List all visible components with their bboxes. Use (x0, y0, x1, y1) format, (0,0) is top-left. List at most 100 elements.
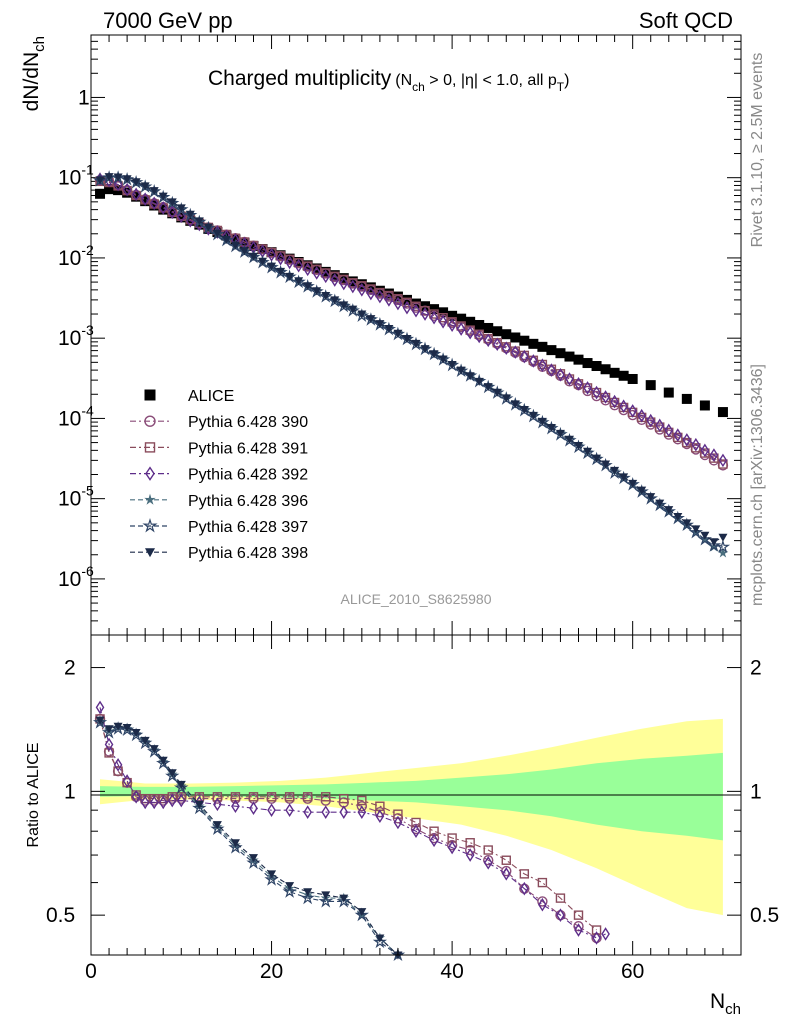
ratio-point (429, 833, 439, 848)
ratio-point (591, 925, 602, 935)
ratio-point (592, 931, 601, 945)
ratio-point (374, 806, 386, 818)
ratio-point (574, 923, 583, 937)
ratio-point (573, 920, 584, 932)
data-point (637, 408, 647, 423)
data-point (420, 305, 430, 316)
ratio-point (149, 745, 159, 754)
ratio-y-tick-label-right: 0.5 (750, 904, 779, 927)
ratio-point (158, 793, 168, 804)
series-6 (95, 173, 728, 547)
ratio-point (464, 844, 476, 856)
ratio-point (601, 927, 610, 941)
data-point (312, 287, 322, 296)
ratio-point (336, 893, 351, 908)
ratio-y-tick-label: 2 (64, 657, 76, 680)
x-axis-label: Nch (710, 990, 741, 1018)
ratio-point (303, 888, 313, 897)
ratio-point (149, 795, 159, 810)
legend-label: Pythia 6.428 390 (188, 414, 308, 431)
ratio-point (357, 805, 367, 819)
data-point (465, 325, 475, 340)
data-point (715, 539, 731, 554)
legend-label: ALICE (188, 388, 234, 405)
data-point (610, 466, 620, 475)
y-tick-label: 10-4 (58, 402, 94, 430)
data-point (538, 358, 547, 373)
ratio-point (573, 910, 584, 920)
ratio-point (375, 809, 385, 824)
data-point (637, 486, 647, 495)
ratio-point (393, 815, 403, 830)
x-tick-label: 20 (260, 960, 283, 983)
ratio-point (113, 766, 123, 776)
data-point (104, 173, 114, 182)
ratio-point (267, 870, 277, 879)
data-point (330, 273, 340, 287)
ratio-point (122, 723, 132, 732)
data-point (709, 448, 719, 462)
ratio-point (249, 854, 258, 863)
data-point (167, 198, 177, 207)
ratio-point (483, 856, 493, 870)
data-point (574, 377, 583, 391)
data-point (474, 377, 484, 386)
data-point (176, 204, 186, 213)
legend-label: Pythia 6.428 392 (188, 467, 308, 484)
data-point (688, 524, 704, 539)
ratio-point (321, 792, 331, 802)
data-point (411, 301, 421, 311)
data-point (609, 367, 620, 378)
legend-entry: Pythia 6.428 390 (130, 414, 308, 431)
main-title: Charged multiplicity (Nch > 0, |η| < 1.0,… (208, 67, 569, 94)
data-point (122, 182, 132, 197)
data-point (311, 264, 322, 275)
ratio-series-3 (94, 715, 404, 960)
ratio-point (447, 840, 457, 855)
mcplots-label: mcplots.cern.ch [arXiv:1306.3436] (749, 364, 766, 606)
data-point (718, 459, 728, 469)
data-point (546, 424, 556, 433)
data-point (176, 212, 187, 223)
data-point (547, 363, 556, 377)
y-tick-label: 10-3 (58, 322, 94, 350)
data-point (465, 372, 475, 381)
data-point (591, 361, 602, 372)
legend-entry: Pythia 6.428 398 (130, 545, 308, 562)
ratio-uncertainty-bands (100, 718, 723, 916)
data-point (330, 296, 340, 305)
ratio-point (104, 737, 114, 752)
data-point (393, 329, 403, 338)
data-point (610, 394, 619, 409)
ratio-point (537, 877, 548, 888)
ratio-line (99, 707, 606, 939)
ratio-point (131, 789, 141, 804)
data-point (483, 322, 494, 333)
ratio-point (113, 722, 123, 731)
ratio-point (284, 792, 295, 802)
main-panel: 10-6 10-5 10-4 10-3 10-2 10-1 1 Charged multip… (20, 34, 742, 636)
ratio-line (99, 722, 399, 956)
ratio-point (556, 908, 565, 922)
x-tick-label: 0 (85, 960, 97, 983)
data-point (706, 538, 722, 552)
data-point (375, 320, 385, 329)
ratio-point (321, 891, 331, 900)
data-point (709, 538, 719, 547)
data-point (131, 178, 141, 187)
data-point (664, 506, 674, 515)
data-point (275, 250, 286, 261)
data-point (248, 240, 259, 251)
legend-entry: Pythia 6.428 391 (130, 440, 308, 457)
ratio-point (264, 871, 279, 886)
ratio-point (131, 729, 141, 738)
data-point (357, 283, 367, 297)
y-tick-label: 10-1 (58, 162, 94, 190)
ratio-point (176, 780, 186, 789)
series-line (99, 177, 723, 548)
ratio-point (465, 848, 475, 862)
data-point (438, 314, 448, 329)
legend-marker (144, 493, 156, 505)
ratio-point (483, 845, 493, 855)
data-point (302, 261, 313, 271)
